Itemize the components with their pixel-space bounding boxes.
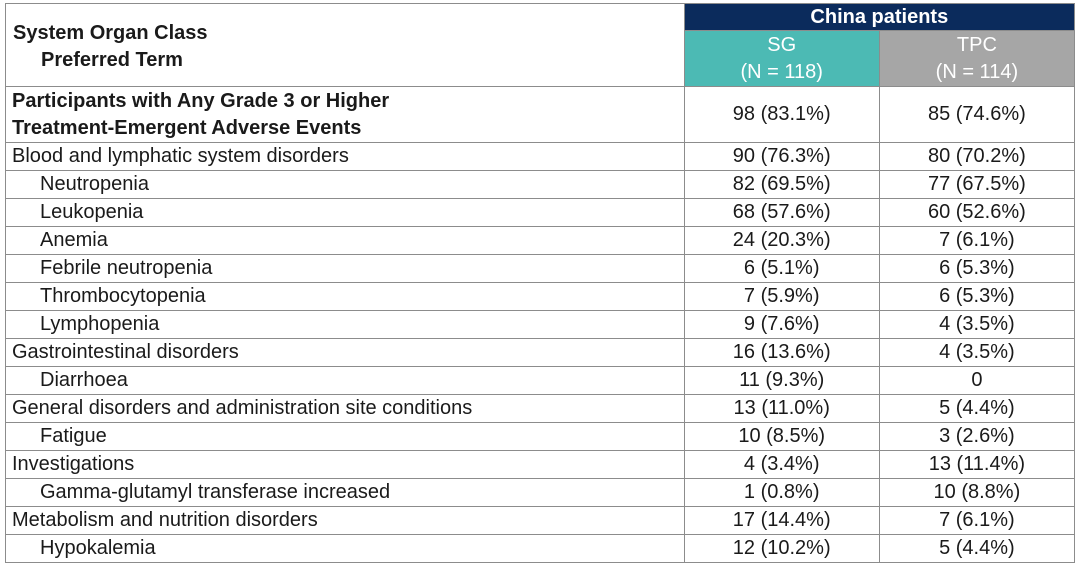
cell: 82 (69.5%) <box>683 170 880 199</box>
table-row: Neutropenia 82 (69.5%) 77 (67.5%) <box>5 170 1076 199</box>
cell: 6 (5.3%) <box>878 282 1076 311</box>
cell: 6 (5.1%) <box>683 254 880 283</box>
cell: 4 (3.5%) <box>878 310 1076 339</box>
cell: 24 (20.3%) <box>683 226 880 255</box>
row-label: Fatigue <box>5 422 685 451</box>
column-header: SG (N = 118) <box>683 30 880 87</box>
table-row: Gamma-glutamyl transferase increased 1 (0… <box>5 478 1076 507</box>
cell: 60 (52.6%) <box>878 198 1076 227</box>
row-label: Neutropenia <box>5 170 685 199</box>
cell: 90 (76.3%) <box>683 142 880 171</box>
table-row: Blood and lymphatic system disorders 90 (… <box>5 142 1076 171</box>
row-label: Lymphopenia <box>5 310 685 339</box>
cell: 16 (13.6%) <box>683 338 880 367</box>
row-label: Anemia <box>5 226 685 255</box>
table-row: Gastrointestinal disorders 16 (13.6%) 4 (3… <box>5 338 1076 367</box>
cell: 13 (11.0%) <box>683 394 880 423</box>
cell: 80 (70.2%) <box>878 142 1076 171</box>
row-label: Gamma-glutamyl transferase increased <box>5 478 685 507</box>
cell: 85 (74.6%) <box>878 86 1076 143</box>
column-name: SG <box>767 33 797 56</box>
table-row: Fatigue 10 (8.5%) 3 (2.6%) <box>5 422 1076 451</box>
group-header: China patients <box>683 3 1076 31</box>
cell: 4 (3.4%) <box>683 450 880 479</box>
table-row: Metabolism and nutrition disorders 17 (14… <box>5 506 1076 535</box>
ae-table: System Organ Class Preferred Term China … <box>5 3 1076 563</box>
table-row: General disorders and administration sit… <box>5 394 1076 423</box>
cell: 1 (0.8%) <box>683 478 880 507</box>
column-n: (N = 114) <box>935 60 1019 83</box>
cell: 3 (2.6%) <box>878 422 1076 451</box>
header-row: SG (N = 118) TPC (N = 114) <box>6 30 1076 87</box>
cell: 10 (8.8%) <box>878 478 1076 507</box>
label-line: Participants with Any Grade 3 or Higher <box>12 89 390 112</box>
label-line: Treatment-Emergent Adverse Events <box>12 116 362 139</box>
table-row: Hypokalemia 12 (10.2%) 5 (4.4%) <box>5 534 1076 563</box>
cell: 7 (5.9%) <box>683 282 880 311</box>
row-label: Investigations <box>5 450 685 479</box>
cell: 12 (10.2%) <box>683 534 880 563</box>
row-label: Blood and lymphatic system disorders <box>5 142 685 171</box>
column-n: (N = 118) <box>740 60 823 83</box>
cell: 68 (57.6%) <box>683 198 880 227</box>
row-label: Hypokalemia <box>5 534 685 563</box>
column-name: TPC <box>956 33 997 56</box>
cell: 7 (6.1%) <box>878 506 1076 535</box>
cell: 6 (5.3%) <box>878 254 1076 283</box>
row-label: Metabolism and nutrition disorders <box>5 506 685 535</box>
table-row: Diarrhoea 11 (9.3%) 0 <box>5 366 1076 395</box>
cell: 17 (14.4%) <box>683 506 880 535</box>
table-row: Investigations 4 (3.4%) 13 (11.4%) <box>5 450 1076 479</box>
header-text: Preferred Term <box>41 49 183 71</box>
table-row: Febrile neutropenia 6 (5.1%) 6 (5.3%) <box>5 254 1076 283</box>
table-row: Leukopenia 68 (57.6%) 60 (52.6%) <box>5 198 1076 227</box>
cell: 5 (4.4%) <box>878 394 1076 423</box>
table-row: Thrombocytopenia 7 (5.9%) 6 (5.3%) <box>5 282 1076 311</box>
row-label: General disorders and administration sit… <box>5 394 685 423</box>
header-row: System Organ Class Preferred Term China … <box>5 3 1076 87</box>
cell: 10 (8.5%) <box>683 422 880 451</box>
cell: 7 (6.1%) <box>878 226 1076 255</box>
row-label: Leukopenia <box>5 198 685 227</box>
row-label: Febrile neutropenia <box>5 254 685 283</box>
cell: 11 (9.3%) <box>683 366 880 395</box>
cell: 98 (83.1%) <box>683 86 880 143</box>
row-label: Diarrhoea <box>5 366 685 395</box>
table-row: Participants with Any Grade 3 or Higher … <box>5 86 1076 143</box>
corner-header: System Organ Class Preferred Term <box>5 3 685 87</box>
cell: 9 (7.6%) <box>683 310 880 339</box>
header-text: System Organ Class <box>13 22 208 44</box>
row-label: Participants with Any Grade 3 or Higher … <box>5 86 685 143</box>
cell: 77 (67.5%) <box>878 170 1076 199</box>
column-header: TPC (N = 114) <box>878 30 1076 87</box>
cell: 5 (4.4%) <box>878 534 1076 563</box>
table-row: Lymphopenia 9 (7.6%) 4 (3.5%) <box>5 310 1076 339</box>
cell: 4 (3.5%) <box>878 338 1076 367</box>
cell: 13 (11.4%) <box>878 450 1076 479</box>
row-label: Thrombocytopenia <box>5 282 685 311</box>
row-label: Gastrointestinal disorders <box>5 338 685 367</box>
cell: 0 <box>878 366 1076 395</box>
table-row: Anemia 24 (20.3%) 7 (6.1%) <box>5 226 1076 255</box>
